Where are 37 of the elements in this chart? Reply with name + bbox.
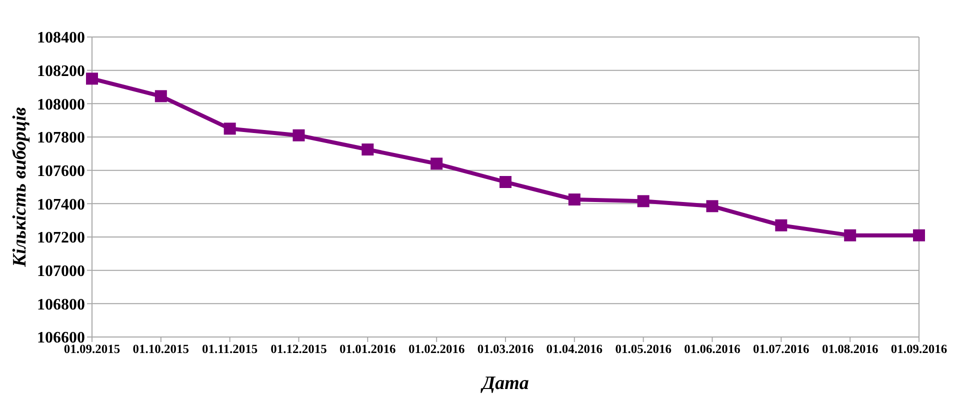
y-tick-label: 107200 [37, 230, 85, 247]
x-axis-title: Дата [480, 373, 530, 394]
x-tick-label: 01.03.2016 [477, 342, 534, 356]
point [430, 158, 443, 170]
x-tick-label: 01.09.2015 [64, 342, 120, 356]
point [568, 194, 580, 206]
x-tick-label: 01.01.2016 [340, 342, 396, 356]
point [844, 229, 856, 242]
x-tick-label: 01.10.2015 [132, 342, 190, 356]
x-tick-label: 01.11.2015 [202, 342, 258, 356]
x-tick-label: 01.08.2016 [822, 342, 878, 356]
y-tick-label: 108400 [37, 30, 85, 47]
point [706, 200, 718, 212]
y-axis-title: Кількість виборців [10, 106, 30, 268]
x-tick-label: 01.12.2015 [270, 342, 327, 356]
point [362, 144, 374, 156]
y-tick-label: 108000 [37, 96, 85, 114]
point [86, 72, 98, 85]
y-tick-label: 107400 [37, 196, 85, 214]
x-tick-label: 01.06.2016 [684, 342, 740, 356]
y-tick-label: 107000 [37, 263, 85, 280]
x-tick-label: 01.02.2016 [408, 342, 465, 356]
x-tick-label: 01.09.2016 [890, 342, 948, 356]
point [775, 219, 788, 232]
y-tick-label: 107800 [37, 130, 85, 147]
y-tick-label: 106800 [37, 296, 85, 314]
y-tick-label: 108200 [37, 63, 85, 80]
x-tick-label: 01.04.2016 [546, 342, 603, 356]
point [292, 129, 305, 142]
point [913, 229, 925, 242]
y-tick-label: 107600 [37, 163, 85, 180]
point [637, 195, 650, 208]
x-tick-label: 01.05.2016 [615, 342, 672, 356]
x-tick-label: 01.07.2016 [753, 342, 810, 356]
point [154, 90, 167, 102]
point [500, 176, 512, 188]
point [224, 122, 236, 135]
